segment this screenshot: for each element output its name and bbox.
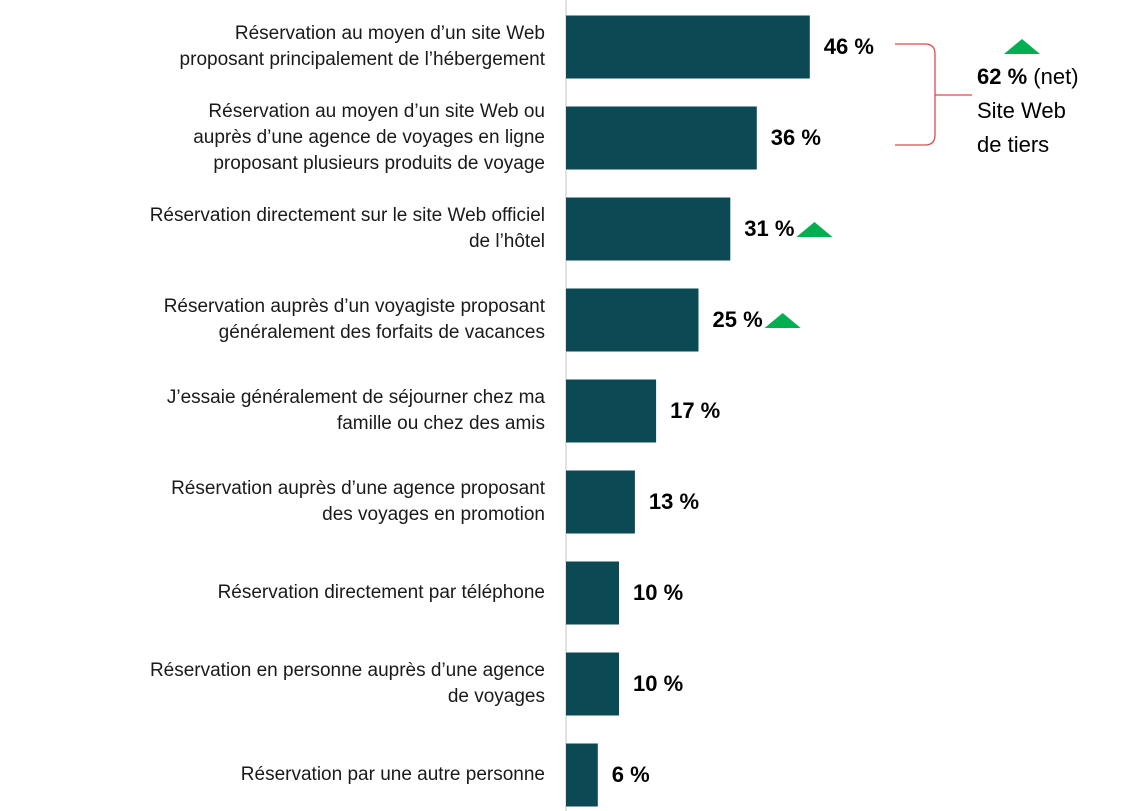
value-label: 10 %	[633, 580, 684, 605]
bar	[566, 106, 757, 170]
bar	[566, 743, 598, 807]
bar	[566, 197, 731, 261]
net-value: 62 %	[977, 64, 1028, 89]
bar	[566, 379, 657, 443]
category-label: Réservation en personne auprès d’une age…	[149, 660, 545, 707]
value-label: 31 %	[744, 216, 795, 241]
value-label: 13 %	[648, 489, 700, 514]
category-label: Réservation auprès d’un voyagiste propos…	[163, 296, 545, 343]
net-note: (net)	[1033, 64, 1079, 89]
category-label: Réservation au moyen d’un site Web ou au…	[193, 101, 545, 174]
category-label: Réservation par une autre personne	[240, 764, 545, 785]
value-label: 36 %	[770, 125, 821, 150]
increase-arrow	[764, 313, 801, 328]
category-label: Réservation directement par téléphone	[217, 582, 545, 603]
value-label: 6 %	[611, 762, 650, 787]
bar	[566, 15, 810, 79]
net-bracket	[895, 43, 972, 146]
net-text: Site Web de tiers	[977, 98, 1066, 157]
value-label: 10 %	[633, 671, 684, 696]
category-label: Réservation directement sur le site Web …	[149, 205, 545, 252]
value-label: 46 %	[823, 34, 874, 59]
bar	[566, 652, 619, 716]
bar	[566, 561, 619, 625]
bar	[566, 470, 635, 534]
category-label: Réservation auprès d’une agence proposan…	[171, 478, 545, 525]
increase-arrow	[1004, 39, 1040, 54]
net-annotation: 62 % (net) Site Web de tiers	[977, 60, 1079, 162]
bar	[566, 288, 699, 352]
value-label: 17 %	[670, 398, 721, 423]
value-label: 25 %	[712, 307, 763, 332]
category-label: Réservation au moyen d’un site Web propo…	[179, 23, 545, 70]
increase-arrow	[796, 222, 833, 237]
category-label: J’essaie généralement de séjourner chez …	[166, 387, 545, 434]
